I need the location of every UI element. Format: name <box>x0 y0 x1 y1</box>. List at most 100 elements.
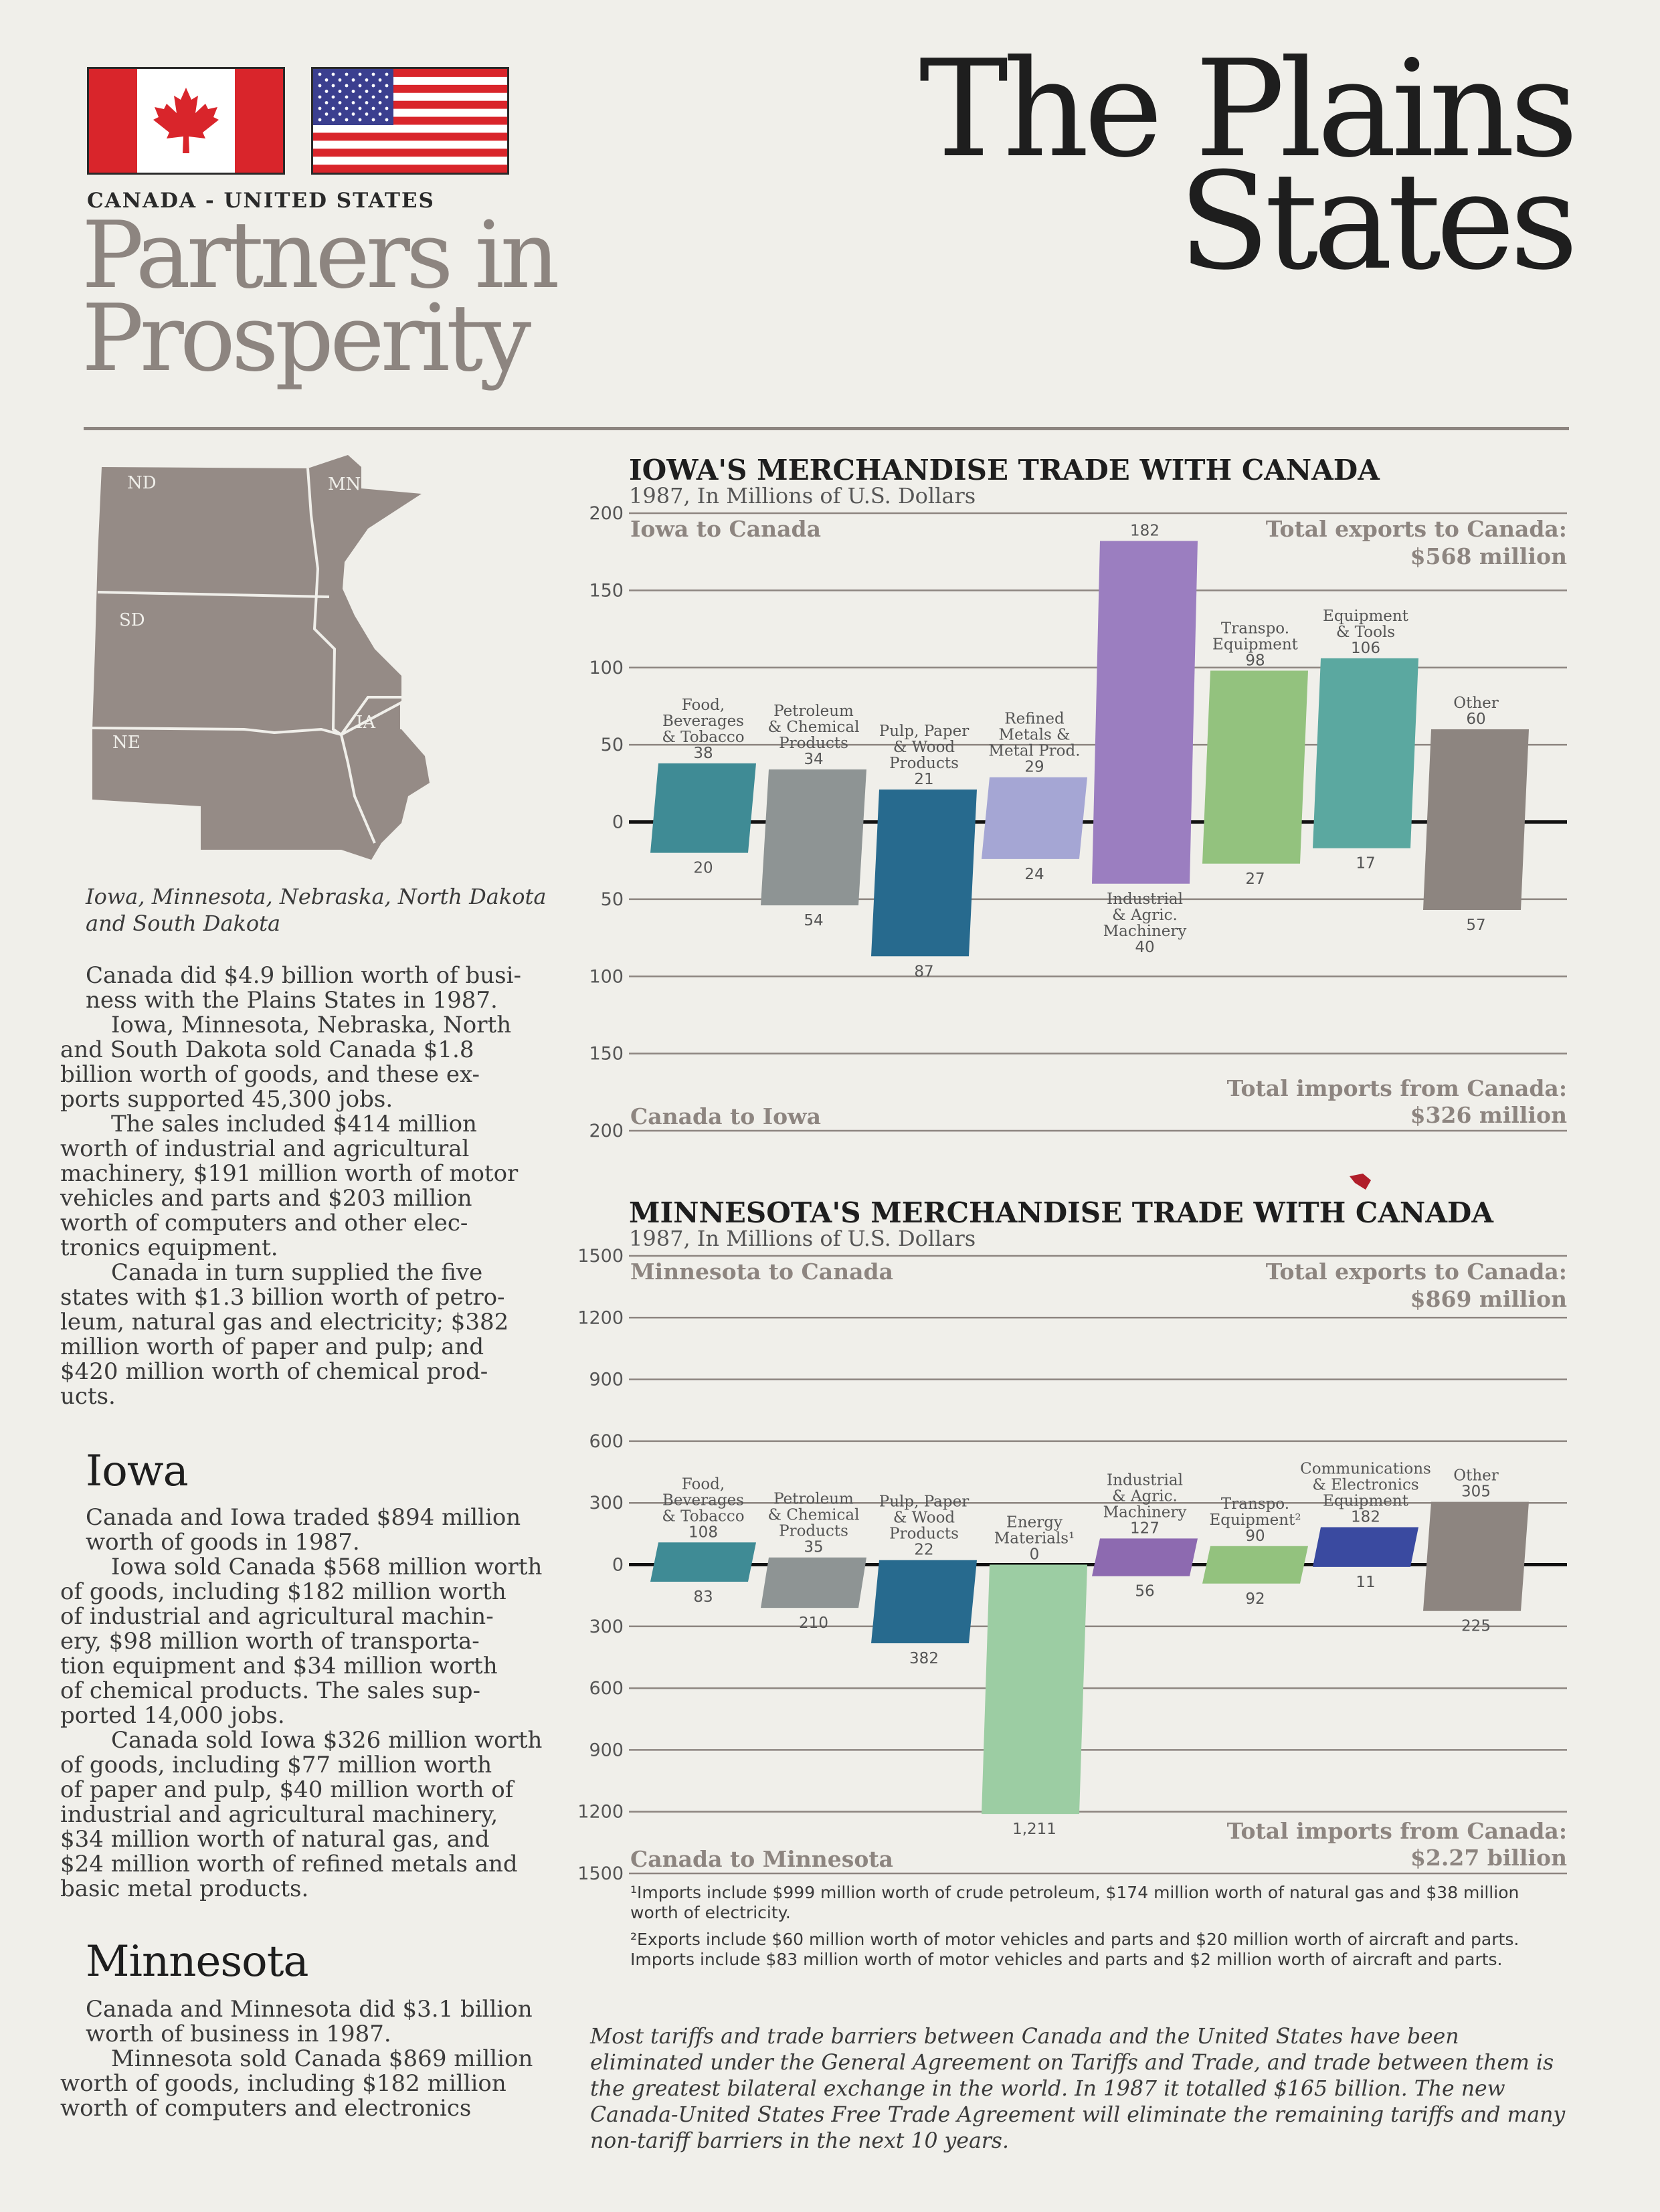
bottom-note: Most tariffs and trade barriers between … <box>590 2025 1566 2153</box>
y-tick-label: 900 <box>589 1370 624 1390</box>
export-value-label: 22 <box>914 1542 933 1559</box>
plains-states-map: ND MN SD NE IA <box>92 455 430 860</box>
export-value-label: 305 <box>1461 1483 1491 1501</box>
exports-flow-label: Iowa to Canada <box>630 516 821 542</box>
category-label: Products <box>889 1526 959 1543</box>
text-line: leum, natural gas and electricity; $382 <box>60 1309 509 1335</box>
category-label: Refined <box>1004 711 1065 728</box>
export-value-label: 182 <box>1351 1509 1380 1526</box>
text-line: basic metal products. <box>60 1875 309 1902</box>
maple-leaf-icon <box>153 88 219 153</box>
bar <box>871 1560 977 1644</box>
category-label: & Tobacco <box>662 1507 744 1525</box>
label-backdrop <box>629 1258 843 1285</box>
map-landmass <box>92 455 430 860</box>
category-label: Metals & <box>998 727 1070 744</box>
import-value-label: 210 <box>799 1615 828 1632</box>
total-imports-label: Total imports from Canada: <box>1227 1075 1567 1101</box>
y-tick-label: 300 <box>589 1617 624 1637</box>
text-line: and South Dakota sold Canada $1.8 <box>60 1036 474 1063</box>
category-label: Industrial <box>1107 1471 1183 1489</box>
chart-title: IOWA'S MERCHANDISE TRADE WITH CANADA <box>629 454 1380 486</box>
chart-subtitle: 1987, In Millions of U.S. Dollars <box>629 1226 976 1251</box>
y-tick-label: 900 <box>589 1740 624 1760</box>
y-tick-label: 100 <box>589 658 624 678</box>
category-label: Transpo. <box>1221 1495 1289 1513</box>
text-line: of paper and pulp, $40 million worth of <box>60 1776 514 1803</box>
paragraph: Canada sold Iowa $326 million worth of go… <box>60 1728 567 1902</box>
top-divider <box>84 427 1569 430</box>
import-value-label: 24 <box>1024 866 1044 883</box>
category-label: Products <box>889 755 959 772</box>
text-line: machinery, $191 million worth of motor <box>60 1160 519 1187</box>
export-value-label: 60 <box>1466 711 1485 728</box>
category-label: Equipment <box>1323 1493 1409 1510</box>
label-backdrop <box>1192 1258 1567 1315</box>
text-line: worth of computers and other elec- <box>60 1210 468 1236</box>
bar <box>650 1542 756 1582</box>
imports-flow-label: Canada to Iowa <box>630 1103 821 1129</box>
intro-text: Canada did $4.9 billion worth of busi-ne… <box>60 962 567 1409</box>
text-line: tion equipment and $34 million worth <box>60 1653 498 1679</box>
import-value-label: 382 <box>909 1650 939 1667</box>
text-line: Canada and Minnesota did $3.1 billion <box>86 1996 533 2023</box>
category-label: Products <box>779 735 848 752</box>
chart-footnotes: ¹Imports include $999 million worth of c… <box>630 1883 1567 1976</box>
chart-title: MINNESOTA'S MERCHANDISE TRADE WITH CANAD… <box>629 1196 1494 1229</box>
text-line: states with $1.3 billion worth of petro- <box>60 1284 505 1311</box>
label-backdrop <box>629 515 843 542</box>
text-line: tronics equipment. <box>60 1234 278 1261</box>
category-label: Pulp, Paper <box>879 723 969 740</box>
category-label: Metal Prod. <box>988 743 1080 760</box>
bar <box>1313 658 1418 848</box>
title-line-1: The Plains <box>919 31 1578 187</box>
y-tick-label: 200 <box>589 503 624 524</box>
category-label: Communications <box>1300 1461 1431 1478</box>
label-backdrop <box>1166 1815 1567 1871</box>
label-backdrop <box>629 1845 910 1871</box>
export-value-label: 182 <box>1130 523 1160 540</box>
map-caption-line-1: Iowa, Minnesota, Nebraska, North Dakota <box>86 884 547 909</box>
category-label: Other <box>1453 695 1499 712</box>
bar <box>982 777 1087 859</box>
iowa-text: Canada and Iowa traded $894 million worth… <box>60 1505 567 1902</box>
text-line: vehicles and parts and $203 million <box>60 1185 472 1212</box>
iowa-heading: Iowa <box>86 1447 189 1496</box>
paragraph: The sales included $414 million worth of … <box>60 1112 567 1261</box>
export-value-label: 108 <box>688 1524 718 1541</box>
paragraph: Canada and Iowa traded $894 million worth… <box>86 1505 567 1555</box>
text-line: Iowa sold Canada $568 million worth <box>111 1554 543 1580</box>
usa-flag-icon <box>311 67 509 175</box>
chart-subtitle: 1987, In Millions of U.S. Dollars <box>629 483 976 509</box>
bar <box>1092 541 1198 884</box>
partners-line-2: Prosperity <box>82 284 531 392</box>
map-label-sd: SD <box>119 610 145 630</box>
text-line: worth of business in 1987. <box>86 2021 391 2047</box>
category-label: & Tobacco <box>662 729 744 746</box>
category-label: & Wood <box>893 739 955 756</box>
text-line: Canada in turn supplied the five <box>111 1259 483 1286</box>
map-label-ne: NE <box>112 733 141 753</box>
iowa-trade-chart: IOWA'S MERCHANDISE TRADE WITH CANADA1987… <box>589 454 1567 1141</box>
category-label: Petroleum <box>773 1491 854 1508</box>
page-title: The Plains States <box>919 31 1578 289</box>
export-value-label: 98 <box>1245 652 1265 669</box>
map-label-ia: IA <box>356 713 376 733</box>
partners-line-1: Partners in <box>82 201 560 309</box>
text-line: $420 million worth of chemical prod- <box>60 1358 488 1385</box>
category-label: & Chemical <box>768 719 860 736</box>
paragraph: Iowa, Minnesota, Nebraska, North and Sout… <box>60 1013 567 1112</box>
bar <box>982 1564 1087 1815</box>
category-label: & Tools <box>1336 624 1395 641</box>
text-line: of goods, including $182 million worth <box>60 1578 506 1605</box>
text-line: Canada did $4.9 billion worth of busi- <box>86 962 521 989</box>
import-value-label: 20 <box>693 860 713 877</box>
bar <box>1092 1538 1198 1576</box>
export-value-label: 38 <box>693 745 713 762</box>
category-label: Beverages <box>662 1491 744 1509</box>
category-label: Industrial <box>1107 891 1183 908</box>
minnesota-heading: Minnesota <box>86 1937 309 1987</box>
category-label: & Agric. <box>1112 907 1178 924</box>
text-line: million worth of paper and pulp; and <box>60 1333 484 1360</box>
category-label: Machinery <box>1103 1503 1187 1521</box>
